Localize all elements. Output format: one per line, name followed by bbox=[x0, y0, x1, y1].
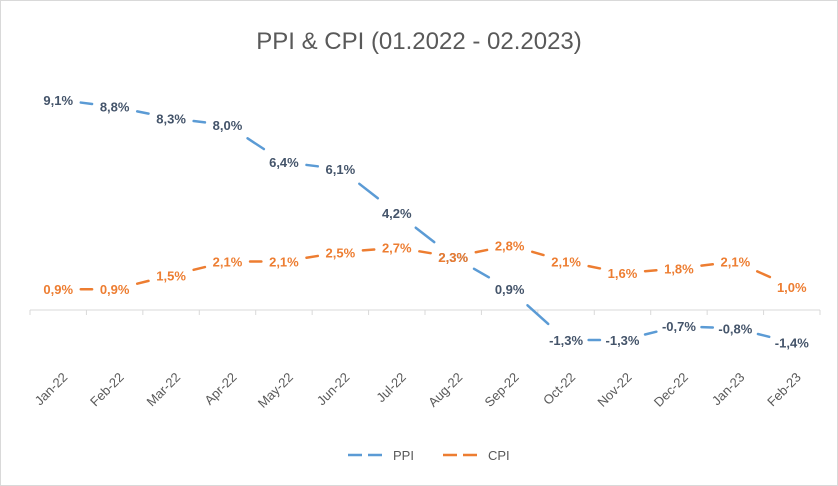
data-label: 2,5% bbox=[326, 245, 356, 260]
series-line-segment bbox=[419, 251, 430, 253]
series-line-segment bbox=[527, 305, 548, 324]
x-tick-label: Mar-22 bbox=[143, 370, 183, 410]
data-label: 2,1% bbox=[213, 254, 243, 269]
series-line-segment bbox=[645, 270, 656, 271]
series-line-segment bbox=[474, 269, 489, 277]
data-label: 8,8% bbox=[100, 100, 130, 115]
data-label: -1,3% bbox=[606, 333, 640, 348]
series-line-segment bbox=[81, 103, 92, 104]
x-tick-label: Jan-22 bbox=[32, 370, 71, 409]
legend-label: CPI bbox=[488, 448, 510, 463]
data-label: 8,0% bbox=[213, 118, 243, 133]
x-tick-label: Jan-23 bbox=[709, 370, 748, 409]
data-label: 0,9% bbox=[43, 282, 73, 297]
data-label: 6,1% bbox=[326, 162, 356, 177]
x-tick-label: Apr-22 bbox=[201, 370, 239, 408]
x-axis: Jan-22 Feb-22 Mar-22 Apr-22 May-22 Jun-22 Jul-… bbox=[30, 310, 820, 411]
data-label: 2,3% bbox=[438, 250, 468, 265]
x-tick-label: Nov-22 bbox=[594, 370, 634, 410]
data-label: 8,3% bbox=[156, 111, 186, 126]
data-label: 0,9% bbox=[100, 282, 130, 297]
data-label: 2,1% bbox=[721, 254, 751, 269]
data-label: 1,6% bbox=[608, 266, 638, 281]
data-label: -1,4% bbox=[775, 335, 809, 350]
series-line-segment bbox=[532, 252, 543, 255]
x-tick-label: Feb-22 bbox=[87, 370, 127, 410]
data-label: 0,9% bbox=[495, 282, 525, 297]
data-label: 1,5% bbox=[156, 268, 186, 283]
series-line-segment bbox=[476, 250, 487, 252]
x-tick-label: Aug-22 bbox=[425, 370, 465, 410]
data-label: -1,3% bbox=[549, 333, 583, 348]
series-lines bbox=[81, 103, 770, 340]
series-line-segment bbox=[194, 267, 205, 270]
data-label: 1,8% bbox=[664, 261, 694, 276]
data-label: -0,7% bbox=[662, 319, 696, 334]
data-label: 2,7% bbox=[382, 241, 412, 256]
data-label: 6,4% bbox=[269, 155, 299, 170]
series-line-segment bbox=[359, 184, 378, 198]
data-labels: 9,1% 8,8% 8,3% 8,0% 6,4% 6,1% 4,2% 2,3% 0,9% -1,3… bbox=[43, 93, 809, 351]
data-label: 2,8% bbox=[495, 238, 525, 253]
x-tick-label: Sep-22 bbox=[482, 370, 522, 410]
series-line-segment bbox=[307, 165, 318, 166]
x-tick-label: May-22 bbox=[255, 370, 296, 411]
data-label: 9,1% bbox=[43, 93, 73, 108]
legend-label: PPI bbox=[393, 448, 414, 463]
series-line-segment bbox=[137, 111, 148, 113]
x-tick-label: Jul-22 bbox=[373, 370, 409, 406]
series-line-segment bbox=[757, 271, 770, 277]
series-line-segment bbox=[758, 334, 769, 337]
series-line-segment bbox=[248, 138, 264, 149]
x-tick-label: Jun-22 bbox=[314, 370, 353, 409]
series-line-segment bbox=[307, 256, 318, 258]
chart-title: PPI & CPI (01.2022 - 02.2023) bbox=[256, 28, 582, 55]
series-line-segment bbox=[702, 264, 713, 265]
x-tick-label: Oct-22 bbox=[540, 370, 578, 408]
series-line-segment bbox=[194, 121, 205, 122]
x-tick-label: Feb-23 bbox=[764, 370, 804, 410]
series-line-segment bbox=[137, 281, 148, 284]
legend: PPI CPI bbox=[348, 448, 510, 463]
data-label: 2,1% bbox=[269, 254, 299, 269]
x-tick-label: Dec-22 bbox=[651, 370, 691, 410]
series-line-segment bbox=[589, 266, 600, 268]
series-line-segment bbox=[416, 228, 435, 242]
series-line-segment bbox=[363, 249, 374, 250]
data-label: -0,8% bbox=[718, 321, 752, 336]
series-line-segment bbox=[645, 332, 656, 335]
data-label: 4,2% bbox=[382, 206, 412, 221]
data-label: 2,1% bbox=[551, 254, 581, 269]
data-label: 1,0% bbox=[777, 280, 807, 295]
